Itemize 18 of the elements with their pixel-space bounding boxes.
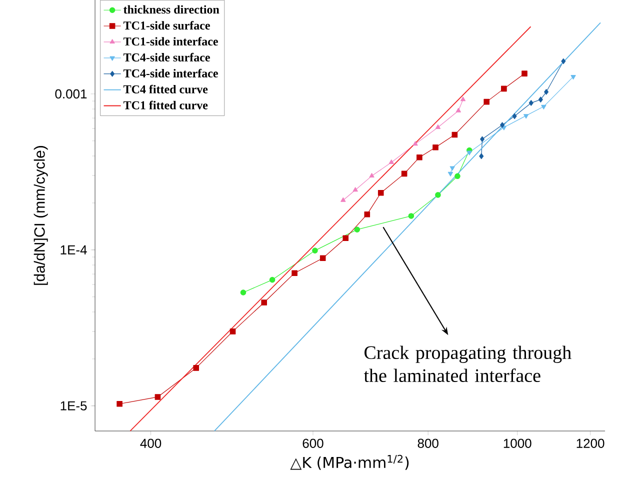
x-tick-label: 800 [418,438,438,448]
legend-label: TC1 fitted curve [123,100,208,110]
y-tick-label: 1E-5 [60,401,87,410]
legend-label: TC4-side surface [123,52,210,62]
x-tick-label: 1200 [576,438,604,448]
x-tick-label: 600 [302,438,324,448]
legend-label: TC4-side interface [123,68,218,78]
x-tick-label: 1000 [504,438,532,448]
x-tick-label: 400 [140,438,162,448]
legend-label: thickness direction [123,5,220,14]
annotation: Crack propagating through the laminated interface [364,346,572,382]
y-tick-label: 1E-4 [60,245,87,254]
y-axis-title: [da/dN]CI (mm/cycle) [34,146,48,285]
legend-label: TC1-side surface [123,21,210,30]
y-tick-label: 0.001 [55,89,87,99]
legend-label: TC1-side interface [123,36,218,46]
x-axis-title: △K (MPa·mm$^{1/2}$) [290,454,409,470]
legend-label: TC4 fitted curve [123,84,208,94]
